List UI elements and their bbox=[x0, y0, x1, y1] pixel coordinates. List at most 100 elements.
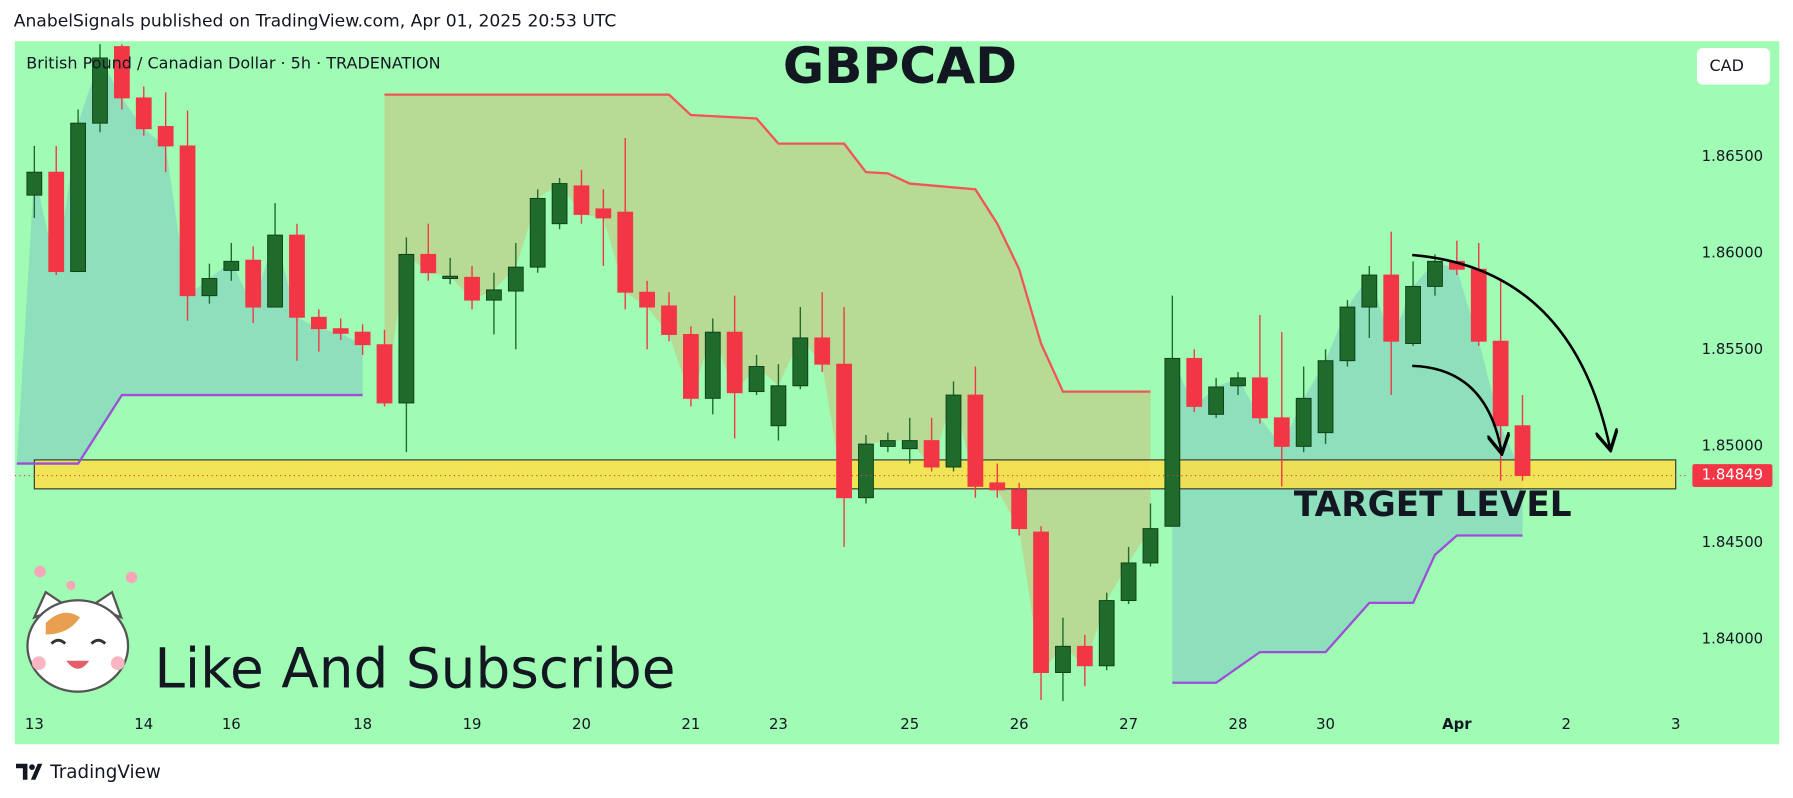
x-tick-label: 2 bbox=[1562, 715, 1571, 733]
x-tick-label: 27 bbox=[1119, 715, 1138, 733]
candle-body bbox=[1470, 268, 1487, 342]
candle-body bbox=[26, 171, 43, 196]
publish-header: AnabelSignals published on TradingView.c… bbox=[14, 12, 617, 32]
candle-body bbox=[332, 328, 349, 334]
x-tick-label: 14 bbox=[134, 715, 153, 733]
candle-body bbox=[1142, 528, 1159, 564]
candle-body bbox=[989, 482, 1006, 491]
symbol-subtitle: British Pound / Canadian Dollar · 5h · T… bbox=[26, 54, 440, 73]
mascot bbox=[26, 565, 138, 693]
candle-body bbox=[70, 122, 87, 273]
candle-body bbox=[1492, 340, 1509, 427]
y-tick-label: 1.85000 bbox=[1702, 436, 1763, 454]
y-tick-label: 1.84000 bbox=[1702, 629, 1763, 647]
chart-title: GBPCAD bbox=[783, 36, 1017, 95]
candle-body bbox=[245, 259, 262, 308]
candle-body bbox=[1339, 306, 1356, 362]
target-label: TARGET LEVEL bbox=[1294, 485, 1572, 525]
last-price-tag bbox=[1692, 464, 1773, 487]
x-tick-label: 18 bbox=[353, 715, 372, 733]
candle-body bbox=[179, 145, 196, 297]
plot: TARGET LEVEL 1.84849 1.84000 1.84500 1.85000… bbox=[14, 44, 1773, 733]
x-tick-label: 13 bbox=[25, 715, 44, 733]
arrow bbox=[1412, 364, 1501, 452]
candle-body bbox=[486, 289, 502, 301]
x-tick-label: 28 bbox=[1229, 715, 1248, 733]
candle-body bbox=[726, 331, 743, 394]
footer-brand: TradingView bbox=[49, 762, 161, 783]
candle-body bbox=[1317, 360, 1334, 434]
candle-body bbox=[661, 305, 677, 335]
candle-body bbox=[1295, 397, 1312, 447]
x-tick-label: 19 bbox=[463, 715, 482, 733]
candle-body bbox=[901, 440, 918, 450]
candle-body bbox=[289, 234, 305, 318]
x-tick-label: 30 bbox=[1316, 715, 1335, 733]
candle-body bbox=[267, 234, 283, 308]
candle-body bbox=[748, 366, 765, 393]
candle-body bbox=[1033, 531, 1049, 674]
candle-body bbox=[945, 394, 962, 468]
x-tick-label: 26 bbox=[1010, 715, 1029, 733]
x-tick-label: 23 bbox=[769, 715, 788, 733]
candle-body bbox=[1011, 489, 1028, 530]
candle-body bbox=[617, 211, 634, 293]
candle-body bbox=[354, 331, 371, 346]
band-fill bbox=[16, 57, 363, 464]
call-to-action: Like And Subscribe bbox=[154, 636, 675, 700]
last-price-label: 1.84849 bbox=[1702, 466, 1763, 484]
candle-body bbox=[464, 276, 480, 301]
candle-body bbox=[1252, 377, 1268, 419]
candle-body bbox=[507, 266, 524, 292]
candle-body bbox=[442, 275, 459, 279]
candle-body bbox=[1208, 386, 1225, 415]
candle-body bbox=[551, 183, 568, 225]
band-fill bbox=[384, 94, 1151, 673]
y-tick-label: 1.86500 bbox=[1702, 147, 1763, 165]
x-tick-label: Apr bbox=[1442, 715, 1472, 733]
candle-body bbox=[529, 197, 546, 268]
tradingview-logo bbox=[16, 763, 43, 780]
candle-body bbox=[879, 440, 896, 447]
candle-body bbox=[573, 185, 590, 215]
candle-body bbox=[1098, 600, 1115, 667]
candle-body bbox=[113, 46, 130, 99]
candle-body bbox=[201, 278, 218, 297]
candle-body bbox=[135, 97, 152, 130]
candle-body bbox=[1186, 357, 1203, 407]
candle-body bbox=[223, 260, 240, 271]
x-tick-label: 16 bbox=[222, 715, 241, 733]
candle-body bbox=[1076, 645, 1093, 667]
x-tick-label: 3 bbox=[1671, 715, 1680, 733]
candle-body bbox=[376, 344, 393, 404]
y-tick-label: 1.84500 bbox=[1702, 533, 1763, 551]
candle-body bbox=[923, 440, 940, 468]
band-line bbox=[16, 393, 1523, 684]
candle-body bbox=[1427, 260, 1443, 287]
candle-body bbox=[595, 208, 612, 219]
x-tick-label: 20 bbox=[572, 715, 591, 733]
currency-button-label[interactable]: CAD bbox=[1709, 56, 1743, 75]
arrow bbox=[1412, 253, 1610, 448]
candle-body bbox=[310, 316, 327, 330]
candle-body bbox=[792, 337, 809, 387]
candle-body bbox=[398, 253, 415, 404]
x-tick-label: 25 bbox=[900, 715, 919, 733]
candle-body bbox=[1230, 377, 1246, 387]
candle-body bbox=[92, 57, 108, 124]
currency-button[interactable] bbox=[1696, 48, 1771, 85]
candle-body bbox=[967, 394, 984, 487]
candle-body bbox=[814, 337, 831, 365]
candle-body bbox=[1405, 285, 1421, 344]
candle-body bbox=[1383, 274, 1400, 342]
candle-body bbox=[770, 385, 787, 427]
candle-body bbox=[639, 291, 656, 308]
candle-body bbox=[836, 363, 852, 499]
x-tick-label: 21 bbox=[681, 715, 700, 733]
candle-body bbox=[48, 171, 65, 273]
candle-body bbox=[704, 331, 721, 399]
candle-body bbox=[1120, 562, 1137, 602]
y-tick-label: 1.86000 bbox=[1702, 243, 1763, 261]
candle-body bbox=[157, 125, 174, 147]
